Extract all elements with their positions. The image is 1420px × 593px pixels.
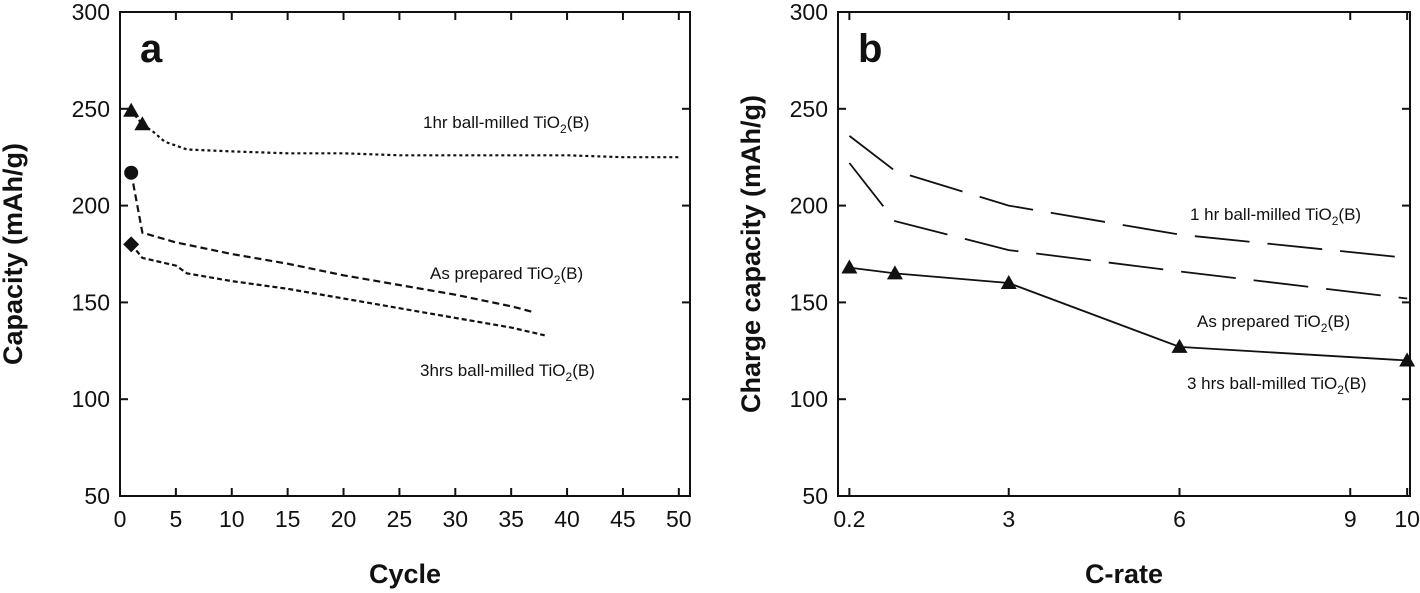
panel-a-x-tick-label: 10 [219,506,245,532]
panel-b-series-line-2 [848,162,1408,300]
panel-a-series-line-1 [130,110,679,159]
panel-b-y-axis-title: Charge capacity (mAh/g) [736,95,766,413]
panel-a-series-3-marker [123,236,140,253]
panel-b-series-3-marker [1399,352,1416,367]
panel-b-x-tick-label: 9 [1344,506,1357,532]
panel-b-series-3-marker [841,259,858,274]
panel-b-y-tick-label: 250 [790,96,828,122]
panel-b-x-tick-label: 0.2 [833,506,865,532]
panel-a-series-label-2: As prepared TiO2(B) [430,264,583,287]
panel-a-series-1-marker [123,102,140,117]
panel-b-series-line-1 [848,135,1408,259]
panel-b-series-label-1: 1 hr ball-milled TiO2(B) [1190,205,1361,228]
panel-a-x-tick-label: 40 [554,506,580,532]
panel-b-y-tick-label: 200 [790,193,828,219]
panel-b-series-label-3: 3 hrs ball-milled TiO2(B) [1187,374,1367,397]
panel-b-series-3-marker [1171,338,1188,353]
panel-a-y-tick-label: 250 [72,96,110,122]
panel-b-series-3-marker [886,265,903,280]
panel-a-letter: a [140,27,163,71]
panel-a-y-tick-label: 150 [72,289,110,315]
panel-b-plot-frame [837,11,1411,497]
panel-b-series-3-marker [1000,275,1017,290]
panel-b-x-tick-label: 10 [1394,506,1420,532]
panel-b-y-tick-label: 100 [790,386,828,412]
panel-a-y-tick-label: 300 [72,0,110,25]
panel-a-series-label-1: 1hr ball-milled TiO2(B) [423,113,589,136]
panel-a-x-axis-title: Cycle [369,559,441,589]
panel-a-series-line-2 [130,172,534,314]
panel-a-x-tick-label: 0 [114,506,127,532]
panel-b-letter: b [858,27,882,71]
panel-a-y-tick-label: 100 [72,386,110,412]
panel-a-x-tick-label: 25 [387,506,413,532]
panel-a-x-tick-label: 50 [666,506,692,532]
panel-a-y-axis-title: Capacity (mAh/g) [0,143,28,365]
panel-b-chart: b C-rate Charge capacity (mAh/g) 0.2 3 6 9 1… [736,0,1420,589]
panel-a-series-label-3: 3hrs ball-milled TiO2(B) [420,361,595,384]
panel-a-chart: a Cycle Capacity (mAh/g) 0 5 10 15 20 25 30 35 4… [0,0,692,589]
panel-b-y-tick-label: 150 [790,289,828,315]
panel-a-x-tick-label: 15 [275,506,301,532]
panel-a-y-tick-label: 200 [72,193,110,219]
panel-a-plot-frame [119,11,691,497]
panel-b-x-tick-label: 3 [1002,506,1015,532]
panel-a-series-1-marker [134,116,151,131]
panel-a-x-tick-label: 45 [610,506,636,532]
panel-b-x-axis-title: C-rate [1085,559,1163,589]
panel-b-y-tick-label: 300 [790,0,828,25]
panel-a-x-tick-label: 30 [442,506,468,532]
panel-a-series-2-marker [124,165,139,180]
panel-a-series-line-3 [130,243,545,337]
panel-b-series-label-2: As prepared TiO2(B) [1197,312,1350,335]
panel-a-x-tick-label: 20 [331,506,357,532]
panel-b-series-line-3 [849,266,1408,362]
panel-a-x-tick-label: 35 [498,506,524,532]
panel-a-y-tick-label: 50 [84,483,110,509]
panel-b-x-tick-label: 6 [1173,506,1186,532]
panel-b-y-tick-label: 50 [802,483,828,509]
panel-a-x-tick-label: 5 [169,506,182,532]
